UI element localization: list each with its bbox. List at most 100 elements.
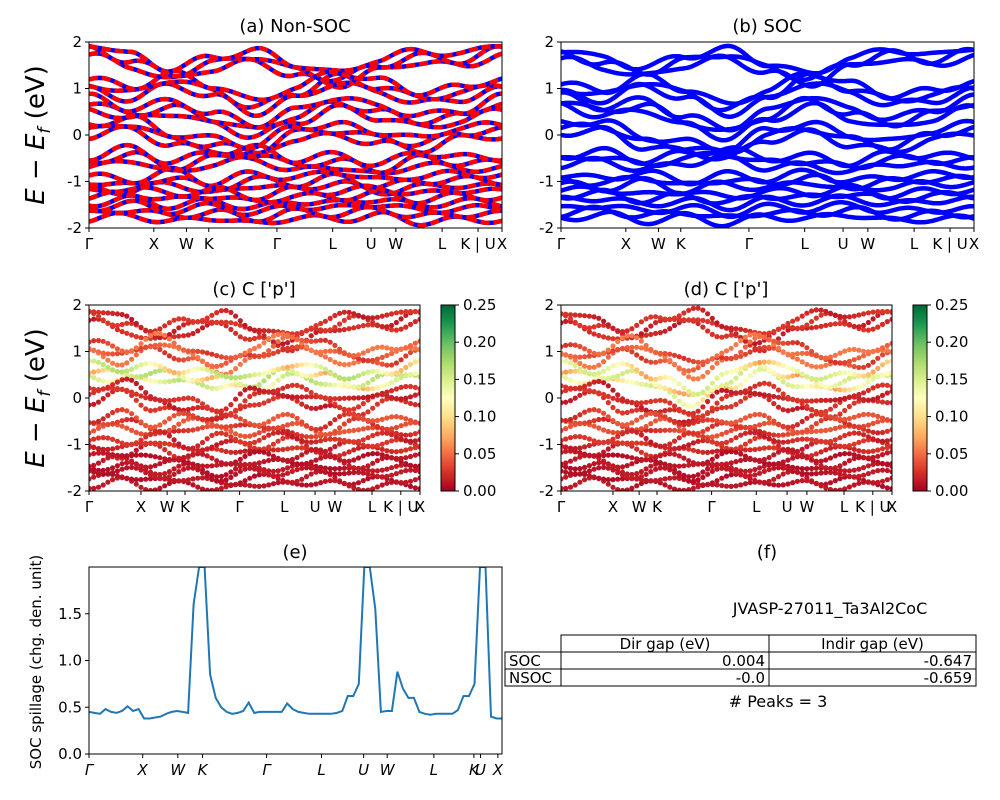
band-point (384, 426, 390, 432)
band-point (861, 364, 867, 370)
band-point (275, 413, 281, 419)
band-point (738, 349, 744, 355)
band-point (322, 318, 328, 324)
band-point (879, 392, 886, 398)
band-point (237, 433, 243, 439)
band-point (133, 352, 139, 358)
band-point (138, 324, 144, 330)
band-point (832, 425, 838, 431)
band-point (247, 352, 253, 358)
band-point (591, 407, 597, 413)
band-point (657, 315, 663, 321)
band-line (561, 200, 974, 220)
band-point (624, 378, 630, 385)
band-point (261, 333, 267, 339)
band-point (365, 435, 371, 441)
band-point (747, 339, 753, 345)
bands-group (89, 43, 502, 228)
band-point (275, 366, 281, 372)
band-point (761, 359, 767, 365)
band-point (629, 344, 635, 350)
band-point (638, 400, 645, 406)
table-cell-text: -0.0 (736, 669, 765, 687)
band-point (818, 376, 824, 382)
band-point (794, 465, 801, 471)
band-point (563, 464, 569, 470)
band-point (337, 465, 343, 472)
band-point (799, 313, 805, 319)
band-point (256, 472, 262, 478)
band-point (95, 435, 102, 441)
band-point (634, 407, 640, 413)
band-point (851, 385, 857, 392)
band-point (322, 478, 328, 484)
band-point (875, 398, 881, 404)
band-point (228, 402, 234, 408)
band-point (681, 310, 687, 316)
band-point (667, 351, 673, 357)
band-point (775, 404, 782, 410)
band-point (827, 427, 834, 433)
band-point (870, 348, 876, 354)
band-point (143, 372, 149, 378)
y-tick-label: -1 (539, 173, 554, 191)
band-point (237, 416, 243, 422)
band-point (256, 468, 262, 474)
band-point (138, 402, 144, 408)
band-point (624, 463, 630, 469)
band-point (582, 346, 588, 352)
band-point (582, 369, 588, 375)
band-point (176, 344, 182, 350)
band-point (742, 377, 749, 384)
band-point (837, 471, 843, 477)
y-tick-label: 0 (544, 389, 554, 407)
band-point (398, 423, 404, 429)
band-point (322, 469, 328, 475)
band-point (861, 454, 867, 461)
band-point (771, 393, 777, 400)
band-point (294, 370, 300, 376)
band-point (341, 395, 347, 401)
band-point (634, 446, 640, 452)
band-point (790, 428, 796, 434)
band-point (299, 337, 305, 343)
band-point (567, 416, 574, 423)
band-point (95, 349, 102, 355)
band-point (417, 443, 420, 449)
band-point (596, 362, 602, 368)
band-point (586, 442, 593, 449)
band-point (733, 367, 739, 373)
band-point (761, 334, 767, 340)
band-point (143, 476, 149, 482)
band-point (832, 371, 838, 377)
band-point (95, 446, 102, 452)
band-point (662, 451, 668, 457)
band-point (247, 402, 253, 408)
band-point (303, 443, 310, 449)
x-tick-label: X (969, 235, 979, 253)
band-point (785, 446, 791, 452)
band-point (171, 378, 177, 384)
band-point (572, 456, 578, 462)
band-point (567, 484, 574, 490)
band-point (337, 404, 343, 410)
band-point (582, 354, 588, 360)
band-point (875, 373, 881, 379)
band-point (832, 397, 838, 403)
band-point (275, 377, 281, 383)
band-point (723, 381, 730, 387)
band-point (738, 468, 744, 474)
band-point (643, 441, 649, 447)
band-point (294, 432, 300, 438)
x-tick-label: U (358, 761, 369, 779)
band-point (313, 439, 319, 445)
band-point (582, 324, 588, 330)
band-point (251, 466, 258, 472)
band-point (619, 378, 626, 384)
band-point (709, 331, 715, 337)
band-point (619, 464, 626, 470)
band-point (129, 389, 135, 395)
band-point (346, 411, 352, 417)
band-point (143, 395, 149, 401)
band-point (832, 453, 838, 459)
